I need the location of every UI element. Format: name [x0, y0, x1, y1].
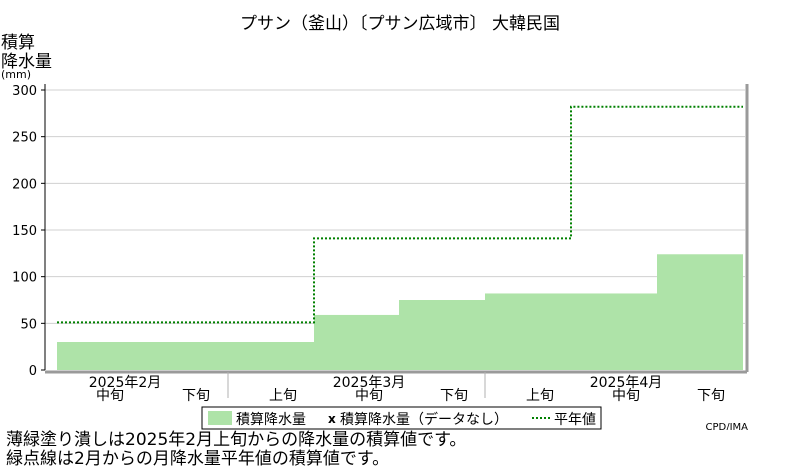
plot-area: [57, 105, 743, 370]
y-label-line: (mm): [1, 68, 31, 81]
y-tick-label: 150: [12, 224, 37, 239]
precip-step: [57, 342, 228, 370]
x-dekad-label: 上旬: [526, 388, 554, 404]
chart-notes: 薄緑塗り潰しは2025年2月上旬からの降水量の積算値です。 緑点線は2月からの月…: [6, 431, 466, 469]
x-dekad-label: 中旬: [355, 388, 383, 404]
legend-box: [201, 406, 602, 430]
legend-swatch-precip: [208, 411, 232, 425]
y-tick-label: 0: [29, 364, 37, 379]
chart: プサン（釜山）〔プサン広域市〕 大韓民国 積算降水量(mm) 050100150…: [1, 14, 749, 430]
x-month-label: 2025年4月: [590, 375, 663, 391]
grid: [45, 89, 745, 324]
x-dekad-label: 上旬: [269, 388, 297, 404]
normal-line: [57, 105, 743, 324]
precip-step: [657, 254, 743, 370]
legend-marker-nodata: x: [328, 412, 336, 426]
precip-step: [485, 293, 571, 370]
y-label-line: 降水量: [1, 52, 52, 72]
legend-label-precip: 積算降水量: [236, 412, 306, 428]
y-tick-label: 50: [20, 317, 37, 332]
x-dekad-label: 下旬: [182, 388, 210, 404]
note-normal: 緑点線は2月からの月降水量平年値の積算値です。: [6, 449, 390, 469]
x-month-label: 2025年2月: [89, 375, 162, 391]
x-month-label: 2025年3月: [333, 375, 406, 391]
y-tick-label: 250: [12, 131, 37, 146]
axes: [44, 84, 749, 374]
precip-step: [399, 300, 485, 370]
x-dekad-label: 中旬: [612, 388, 640, 404]
legend-label-nodata: 積算降水量（データなし）: [340, 411, 508, 428]
chart-title: プサン（釜山）〔プサン広域市〕 大韓民国: [240, 14, 560, 34]
note-fill: 薄緑塗り潰しは2025年2月上旬からの降水量の積算値です。: [6, 430, 467, 450]
y-tick-label: 100: [12, 271, 37, 286]
y-axis-label: 積算降水量(mm): [1, 33, 52, 81]
legend-label-normal: 平年値: [554, 412, 596, 428]
precip-step: [571, 293, 657, 370]
credit-label: CPD/JMA: [706, 422, 749, 430]
precip-step: [228, 342, 314, 370]
y-tick-label: 300: [12, 84, 37, 99]
x-dekad-label: 中旬: [96, 388, 124, 404]
precip-step: [314, 314, 399, 370]
legend: 積算降水量 x 積算降水量（データなし） 平年値: [201, 406, 602, 430]
x-dekad-label: 下旬: [440, 388, 468, 404]
x-dekad-label: 下旬: [697, 388, 725, 404]
y-label-line: 積算: [1, 33, 35, 53]
y-tick-label: 200: [12, 177, 37, 192]
y-ticks: 0 50 100 150 200 250 300: [12, 84, 45, 379]
